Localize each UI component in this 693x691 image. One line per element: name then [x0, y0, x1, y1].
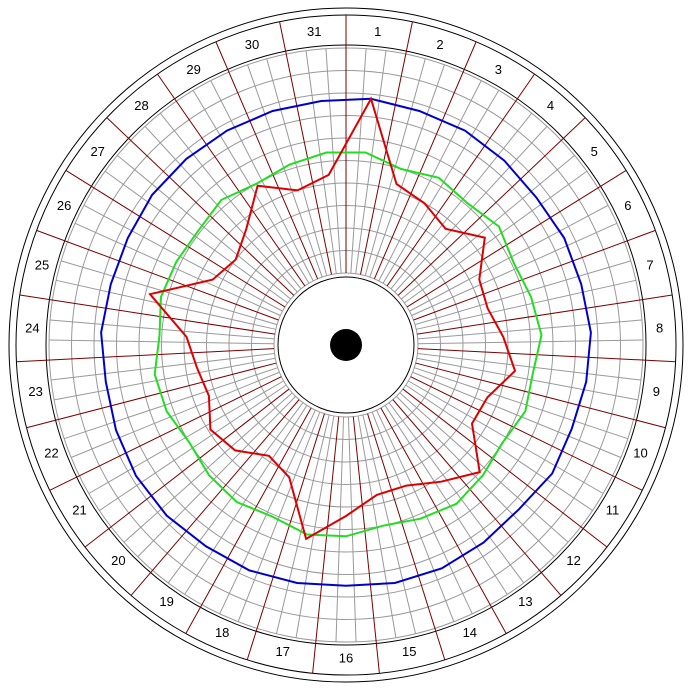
day-label: 23: [28, 384, 42, 399]
day-divider: [415, 362, 666, 429]
day-label: 18: [215, 625, 229, 640]
day-label: 19: [159, 594, 173, 609]
day-divider: [49, 376, 282, 491]
day-label: 8: [656, 321, 663, 336]
day-divider: [397, 117, 586, 296]
day-divider: [406, 170, 627, 308]
day-label: 15: [402, 644, 416, 659]
day-label: 16: [339, 650, 353, 665]
day-divider: [279, 21, 332, 275]
day-divider: [26, 362, 277, 429]
day-divider: [36, 229, 279, 321]
trace: [100, 97, 592, 587]
day-divider: [410, 376, 643, 491]
day-label: 28: [134, 98, 148, 113]
day-label: 20: [111, 553, 125, 568]
day-divider: [367, 413, 446, 661]
day-label: 6: [624, 198, 631, 213]
day-label: 26: [57, 198, 71, 213]
day-label: 30: [245, 37, 259, 52]
day-divider: [65, 170, 286, 308]
day-divider: [417, 348, 676, 363]
day-label: 11: [606, 503, 620, 518]
day-divider: [386, 73, 535, 287]
day-divider: [402, 388, 608, 548]
day-divider: [16, 348, 275, 363]
outer-rim: [8, 7, 684, 683]
day-divider: [392, 399, 562, 596]
day-label: 24: [25, 321, 39, 336]
day-divider: [352, 416, 380, 674]
day-label: 25: [35, 258, 49, 273]
day-divider: [106, 117, 295, 296]
day-divider: [312, 416, 340, 674]
day-label: 22: [44, 445, 58, 460]
day-label: 4: [547, 98, 554, 113]
day-label: 2: [436, 37, 443, 52]
day-label: 13: [518, 594, 532, 609]
day-divider: [373, 41, 477, 280]
day-label: 31: [307, 24, 321, 39]
day-divider: [417, 294, 673, 335]
day-label: 21: [72, 503, 86, 518]
day-label: 1: [374, 24, 381, 39]
center-hole: [330, 329, 362, 361]
trace: [148, 96, 517, 541]
day-label: 14: [463, 625, 477, 640]
day-label: 29: [186, 62, 200, 77]
day-label: 3: [495, 62, 502, 77]
day-label: 7: [646, 258, 653, 273]
day-divider: [215, 41, 319, 280]
day-divider: [246, 413, 325, 661]
day-divider: [130, 399, 300, 596]
day-label: 12: [566, 553, 580, 568]
day-divider: [380, 407, 507, 634]
day-divider: [157, 73, 306, 287]
day-divider: [413, 229, 656, 321]
day-divider: [84, 388, 290, 548]
day-label: 5: [591, 144, 598, 159]
day-label: 10: [633, 445, 647, 460]
day-divider: [185, 407, 312, 634]
day-divider: [19, 294, 275, 335]
trace: [153, 151, 543, 538]
day-label: 17: [276, 644, 290, 659]
day-label: 27: [90, 144, 104, 159]
day-label: 9: [653, 384, 660, 399]
